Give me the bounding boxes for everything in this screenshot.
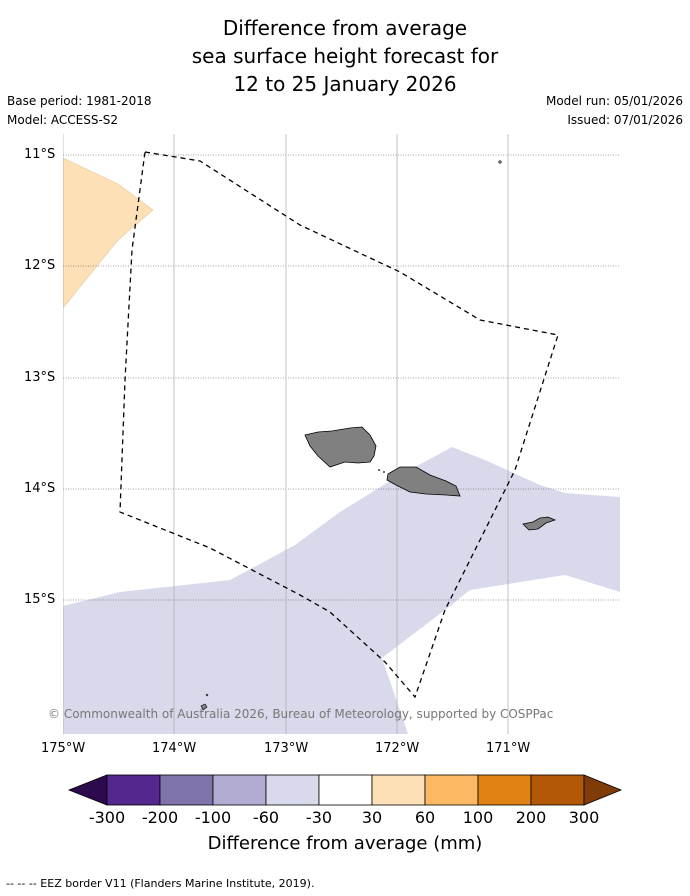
colorbar-title: Difference from average (mm) — [207, 833, 483, 854]
lon-label-173w: 173°W — [264, 741, 309, 756]
colorbar-bin-2 — [159, 774, 214, 806]
anomaly-region-negative — [63, 447, 620, 734]
colorbar-tick: -300 — [88, 808, 126, 827]
map-title: Difference from average sea surface heig… — [0, 14, 690, 98]
model-name: Model: ACCESS-S2 — [7, 113, 119, 127]
title-line-2: sea surface height forecast for — [191, 44, 499, 68]
small-islet — [378, 469, 380, 471]
small-islet-2 — [383, 471, 385, 473]
colorbar-tick: -200 — [141, 808, 179, 827]
latitude-gridlines — [63, 154, 620, 601]
copyright-notice: © Commonwealth of Australia 2026, Bureau… — [48, 707, 554, 721]
colorbar-bin-6 — [371, 774, 426, 806]
issued-date: Issued: 07/01/2026 — [567, 113, 683, 127]
colorbar-tick: -60 — [252, 808, 280, 827]
niuafoou-island — [200, 703, 208, 711]
lon-label-171w: 171°W — [486, 741, 531, 756]
colorbar-tick: 200 — [515, 808, 547, 827]
meta-left: Base period: 1981-2018 Model: ACCESS-S2 — [7, 93, 152, 131]
lat-label-15s: 15°S — [24, 592, 56, 607]
lon-label-172w: 172°W — [375, 741, 420, 756]
colorbar-tick: 100 — [462, 808, 494, 827]
colorbar-bin-3 — [212, 774, 267, 806]
lat-label-13s: 13°S — [24, 370, 56, 385]
tafahi-island — [205, 693, 209, 697]
colorbar — [67, 774, 623, 806]
colorbar-bin-9 — [530, 774, 585, 806]
lat-label-14s: 14°S — [24, 481, 56, 496]
eez-border — [119, 151, 559, 699]
colorbar-bin-7 — [424, 774, 479, 806]
title-line-1: Difference from average — [222, 16, 468, 40]
colorbar-bin-8 — [477, 774, 532, 806]
lon-label-175w: 175°W — [41, 741, 86, 756]
longitude-gridlines — [63, 134, 509, 734]
swains-island — [498, 160, 502, 164]
colorbar-extend-high — [583, 774, 623, 806]
colorbar-tick: -100 — [194, 808, 232, 827]
lat-label-12s: 12°S — [24, 258, 56, 273]
model-run: Model run: 05/01/2026 — [545, 94, 683, 108]
upolu-island — [386, 466, 461, 497]
colorbar-extend-low — [67, 774, 108, 806]
meta-right: Model run: 05/01/2026 Issued: 07/01/2026 — [546, 93, 683, 131]
eez-legend-note: -- -- -- EEZ border V11 (Flanders Marine… — [6, 877, 315, 890]
savaii-island — [304, 426, 377, 468]
colorbar-bin-4 — [265, 774, 320, 806]
title-line-3: 12 to 25 January 2026 — [233, 72, 457, 96]
tutuila-island — [522, 516, 557, 531]
colorbar-tick: -30 — [305, 808, 333, 827]
base-period: Base period: 1981-2018 — [7, 94, 152, 108]
lon-label-174w: 174°W — [152, 741, 197, 756]
colorbar-bin-1 — [106, 774, 161, 806]
colorbar-tick: 60 — [414, 808, 436, 827]
colorbar-tick: 30 — [361, 808, 383, 827]
colorbar-bin-5 — [318, 774, 373, 806]
lat-label-11s: 11°S — [24, 147, 56, 162]
colorbar-tick: 300 — [568, 808, 600, 827]
